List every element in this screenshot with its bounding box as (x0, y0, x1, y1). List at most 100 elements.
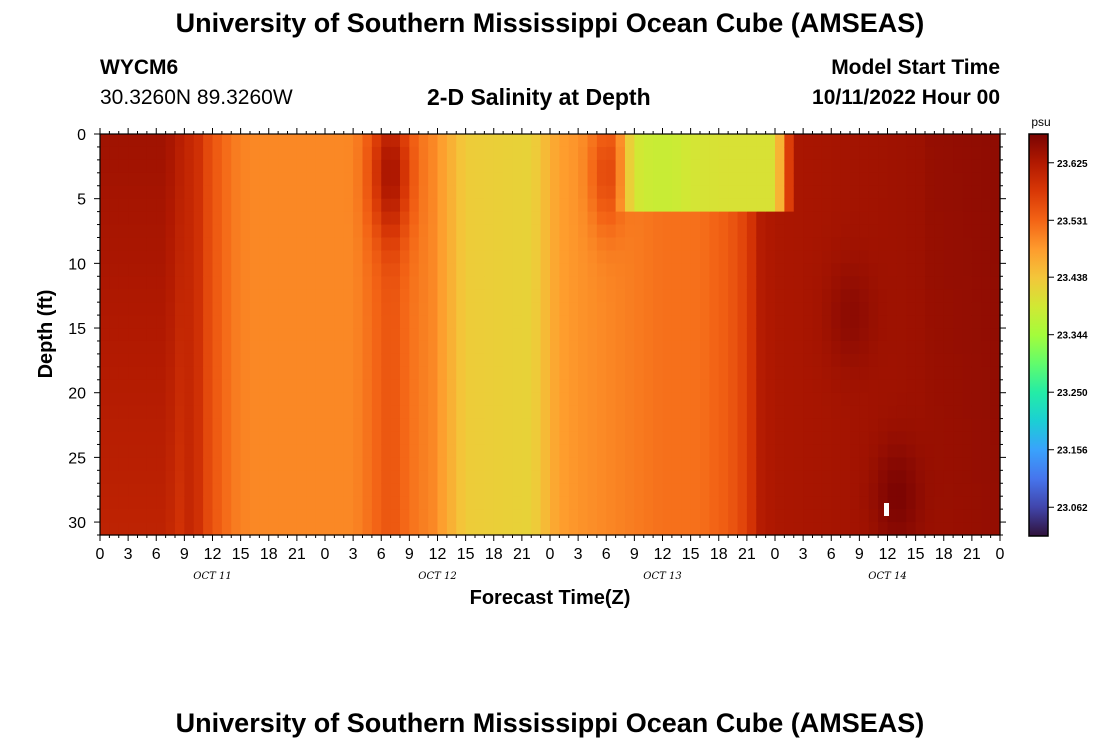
heatmap-cell (962, 328, 973, 342)
heatmap-cell (615, 250, 626, 264)
heatmap-cell (606, 457, 617, 471)
heatmap-cell (615, 211, 626, 226)
heatmap-cell (821, 328, 832, 342)
heatmap-cell (512, 146, 523, 161)
heatmap-cell (400, 237, 410, 252)
heatmap-cell (381, 483, 392, 497)
heatmap-cell (456, 159, 467, 174)
heatmap-cell (390, 340, 401, 355)
heatmap-cell (212, 353, 223, 368)
heatmap-cell (475, 328, 485, 342)
heatmap-cell (784, 509, 795, 523)
heatmap-cell (690, 224, 701, 239)
heatmap-cell (887, 405, 898, 420)
heatmap-cell (634, 366, 645, 381)
heatmap-cell (465, 224, 476, 239)
heatmap-cell (175, 522, 185, 536)
heatmap-cell (765, 134, 776, 148)
heatmap-cell (756, 289, 767, 303)
heatmap-cell (906, 496, 917, 510)
heatmap-cell (756, 522, 767, 536)
heatmap-cell (681, 134, 692, 148)
heatmap-cell (793, 172, 804, 187)
heatmap-cell (203, 470, 214, 484)
colorbar-ticks: 23.62523.53123.43823.34423.25023.15623.0… (1048, 159, 1088, 514)
heatmap-cell (878, 431, 889, 446)
heatmap-cell (550, 392, 560, 407)
heatmap-cell (615, 198, 626, 213)
heatmap-cell (756, 483, 767, 497)
heatmap-cell (250, 379, 260, 394)
heatmap-cell (137, 392, 148, 407)
heatmap-cell (128, 315, 139, 329)
heatmap-cell (475, 315, 485, 329)
heatmap-cell (278, 146, 289, 161)
heatmap-cell (934, 263, 945, 277)
heatmap-cell (587, 263, 598, 277)
heatmap-cell (943, 392, 954, 407)
heatmap-cell (334, 250, 345, 264)
heatmap-cell (643, 302, 654, 316)
heatmap-cell (165, 146, 176, 161)
heatmap-cell (615, 457, 626, 471)
heatmap-cell (315, 172, 326, 187)
heatmap-cell (775, 366, 785, 381)
heatmap-cell (634, 392, 645, 407)
heatmap-cell (643, 172, 654, 187)
heatmap-cell (662, 328, 673, 342)
heatmap-cell (812, 418, 823, 433)
heatmap-cell (990, 496, 1001, 510)
heatmap-cell (606, 509, 617, 523)
heatmap-cell (915, 211, 926, 226)
day-label: OCT 14 (868, 571, 906, 582)
heatmap-cell (690, 353, 701, 368)
heatmap-cell (390, 496, 401, 510)
heatmap-cell (775, 224, 785, 239)
heatmap-cell (334, 211, 345, 226)
heatmap-cell (193, 496, 204, 510)
heatmap-cell (109, 522, 120, 536)
heatmap-cell (381, 289, 392, 303)
heatmap-cell (615, 340, 626, 355)
heatmap-cell (728, 522, 739, 536)
heatmap-cell (446, 211, 457, 226)
heatmap-cell (428, 289, 439, 303)
heatmap-cell (671, 224, 682, 239)
heatmap-cell (596, 328, 607, 342)
heatmap-cell (812, 509, 823, 523)
heatmap-cell (662, 444, 673, 458)
heatmap-cell (718, 431, 729, 446)
heatmap-cell (362, 198, 373, 213)
heatmap-cell (296, 250, 307, 264)
heatmap-cell (859, 392, 870, 407)
heatmap-cell (156, 276, 167, 290)
heatmap-cell (306, 340, 317, 355)
heatmap-cell (793, 483, 804, 497)
heatmap-cell (418, 496, 429, 510)
heatmap-cell (362, 263, 373, 277)
heatmap-cell (437, 444, 448, 458)
heatmap-cell (615, 237, 626, 252)
heatmap-cell (203, 134, 214, 148)
heatmap-cell (953, 418, 964, 433)
heatmap-cell (390, 237, 401, 252)
heatmap-cell (840, 134, 851, 148)
heatmap-cell (878, 263, 889, 277)
heatmap-cell (521, 405, 532, 420)
heatmap-cell (362, 134, 373, 148)
heatmap-cell (578, 263, 589, 277)
heatmap-cell (971, 237, 982, 252)
heatmap-cell (634, 237, 645, 252)
heatmap-cell (118, 522, 129, 536)
heatmap-cell (981, 146, 992, 161)
heatmap-cell (793, 146, 804, 161)
heatmap-cell (146, 340, 157, 355)
heatmap-cell (325, 328, 335, 342)
heatmap-cell (550, 224, 560, 239)
heatmap-cell (184, 379, 195, 394)
heatmap-cell (568, 250, 579, 264)
heatmap-cell (821, 353, 832, 368)
heatmap-cell (990, 185, 1001, 200)
heatmap-cell (231, 224, 242, 239)
heatmap-cell (606, 328, 617, 342)
